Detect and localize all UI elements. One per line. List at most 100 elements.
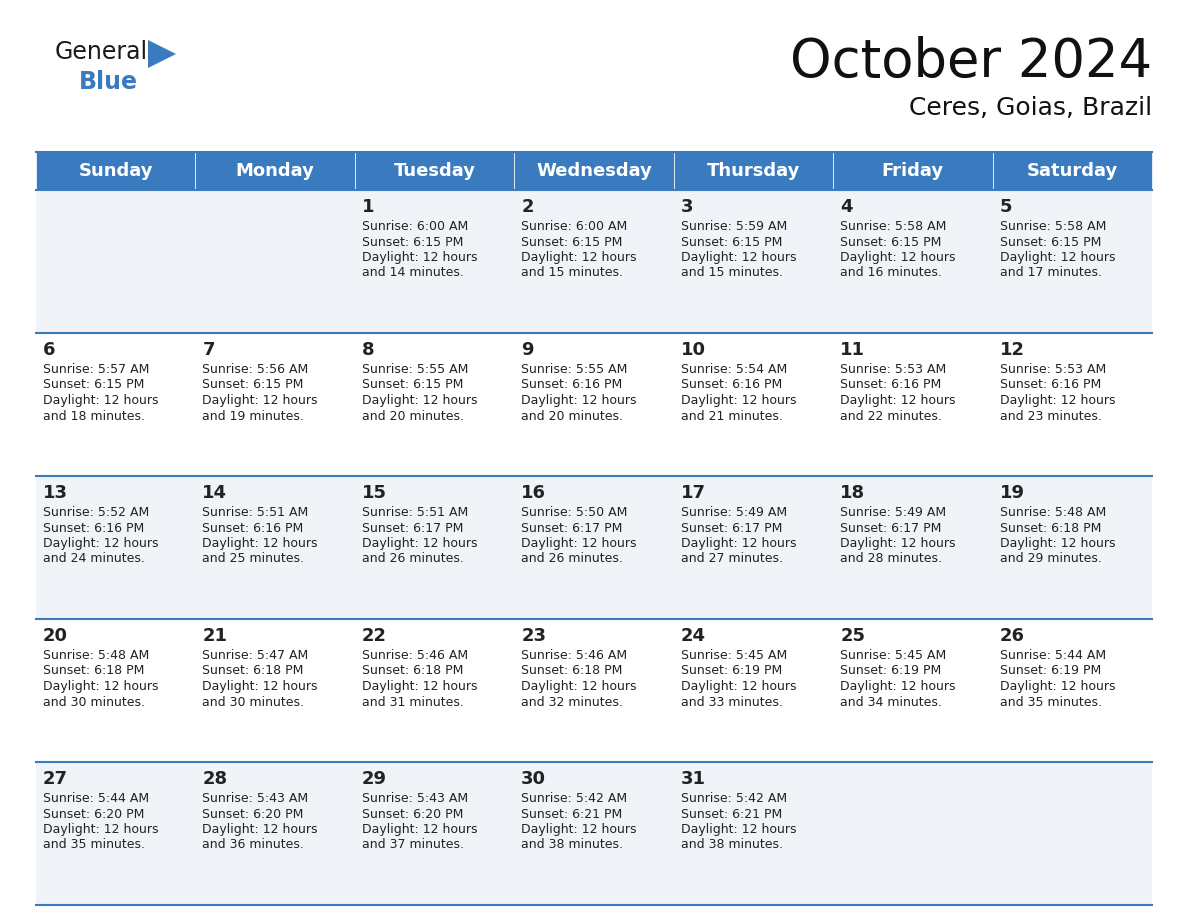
Text: Sunset: 6:18 PM: Sunset: 6:18 PM bbox=[522, 665, 623, 677]
Text: Sunrise: 5:50 AM: Sunrise: 5:50 AM bbox=[522, 506, 627, 519]
Text: Sunset: 6:15 PM: Sunset: 6:15 PM bbox=[681, 236, 782, 249]
Text: Sunset: 6:20 PM: Sunset: 6:20 PM bbox=[202, 808, 304, 821]
Text: Daylight: 12 hours: Daylight: 12 hours bbox=[43, 394, 158, 407]
Text: Wednesday: Wednesday bbox=[536, 162, 652, 180]
Text: 21: 21 bbox=[202, 627, 227, 645]
Text: Sunrise: 5:43 AM: Sunrise: 5:43 AM bbox=[202, 792, 309, 805]
Bar bbox=[36, 619, 1152, 762]
Text: Daylight: 12 hours: Daylight: 12 hours bbox=[999, 394, 1116, 407]
Text: and 15 minutes.: and 15 minutes. bbox=[522, 266, 624, 279]
Text: and 35 minutes.: and 35 minutes. bbox=[43, 838, 145, 852]
Text: Daylight: 12 hours: Daylight: 12 hours bbox=[681, 251, 796, 264]
Text: 15: 15 bbox=[362, 484, 387, 502]
Text: 23: 23 bbox=[522, 627, 546, 645]
Text: 17: 17 bbox=[681, 484, 706, 502]
Text: and 26 minutes.: and 26 minutes. bbox=[522, 553, 624, 565]
Text: 16: 16 bbox=[522, 484, 546, 502]
Bar bbox=[36, 333, 1152, 476]
Text: Sunrise: 5:56 AM: Sunrise: 5:56 AM bbox=[202, 363, 309, 376]
Text: Daylight: 12 hours: Daylight: 12 hours bbox=[522, 823, 637, 836]
Text: Sunset: 6:18 PM: Sunset: 6:18 PM bbox=[999, 521, 1101, 534]
Text: Daylight: 12 hours: Daylight: 12 hours bbox=[522, 394, 637, 407]
Text: Friday: Friday bbox=[881, 162, 944, 180]
Bar bbox=[36, 476, 1152, 619]
Text: Daylight: 12 hours: Daylight: 12 hours bbox=[681, 680, 796, 693]
Text: and 36 minutes.: and 36 minutes. bbox=[202, 838, 304, 852]
Text: 19: 19 bbox=[999, 484, 1024, 502]
Text: Sunrise: 5:53 AM: Sunrise: 5:53 AM bbox=[999, 363, 1106, 376]
Text: Sunset: 6:15 PM: Sunset: 6:15 PM bbox=[840, 236, 942, 249]
Text: 25: 25 bbox=[840, 627, 865, 645]
Text: 14: 14 bbox=[202, 484, 227, 502]
Text: Daylight: 12 hours: Daylight: 12 hours bbox=[43, 823, 158, 836]
Text: Sunrise: 5:57 AM: Sunrise: 5:57 AM bbox=[43, 363, 150, 376]
Text: Sunset: 6:17 PM: Sunset: 6:17 PM bbox=[681, 521, 782, 534]
Text: Sunset: 6:16 PM: Sunset: 6:16 PM bbox=[202, 521, 304, 534]
Text: 9: 9 bbox=[522, 341, 533, 359]
Text: 22: 22 bbox=[362, 627, 387, 645]
Text: and 37 minutes.: and 37 minutes. bbox=[362, 838, 463, 852]
Text: 5: 5 bbox=[999, 198, 1012, 216]
Text: Sunrise: 5:48 AM: Sunrise: 5:48 AM bbox=[999, 506, 1106, 519]
Text: Sunset: 6:18 PM: Sunset: 6:18 PM bbox=[43, 665, 145, 677]
Text: and 35 minutes.: and 35 minutes. bbox=[999, 696, 1101, 709]
Bar bbox=[36, 190, 1152, 333]
Text: 8: 8 bbox=[362, 341, 374, 359]
Text: Sunset: 6:21 PM: Sunset: 6:21 PM bbox=[522, 808, 623, 821]
Text: Sunrise: 5:44 AM: Sunrise: 5:44 AM bbox=[43, 792, 150, 805]
Text: Sunrise: 5:49 AM: Sunrise: 5:49 AM bbox=[840, 506, 947, 519]
Text: 24: 24 bbox=[681, 627, 706, 645]
Text: Daylight: 12 hours: Daylight: 12 hours bbox=[840, 394, 955, 407]
Text: Daylight: 12 hours: Daylight: 12 hours bbox=[362, 394, 478, 407]
Text: Sunrise: 5:51 AM: Sunrise: 5:51 AM bbox=[202, 506, 309, 519]
Text: Ceres, Goias, Brazil: Ceres, Goias, Brazil bbox=[909, 96, 1152, 120]
Text: Sunset: 6:16 PM: Sunset: 6:16 PM bbox=[43, 521, 144, 534]
Text: and 22 minutes.: and 22 minutes. bbox=[840, 409, 942, 422]
Text: 31: 31 bbox=[681, 770, 706, 788]
Text: General: General bbox=[55, 40, 148, 64]
Text: Sunset: 6:18 PM: Sunset: 6:18 PM bbox=[202, 665, 304, 677]
Bar bbox=[992, 152, 1152, 190]
Text: Sunset: 6:19 PM: Sunset: 6:19 PM bbox=[840, 665, 941, 677]
Text: 26: 26 bbox=[999, 627, 1024, 645]
Text: Daylight: 12 hours: Daylight: 12 hours bbox=[362, 251, 478, 264]
Text: Sunset: 6:16 PM: Sunset: 6:16 PM bbox=[999, 378, 1101, 391]
Text: 30: 30 bbox=[522, 770, 546, 788]
Text: and 16 minutes.: and 16 minutes. bbox=[840, 266, 942, 279]
Text: 13: 13 bbox=[43, 484, 68, 502]
Bar bbox=[196, 152, 355, 190]
Text: Sunrise: 5:58 AM: Sunrise: 5:58 AM bbox=[999, 220, 1106, 233]
Text: Sunrise: 5:45 AM: Sunrise: 5:45 AM bbox=[840, 649, 947, 662]
Text: 6: 6 bbox=[43, 341, 56, 359]
Text: Sunset: 6:15 PM: Sunset: 6:15 PM bbox=[522, 236, 623, 249]
Text: and 34 minutes.: and 34 minutes. bbox=[840, 696, 942, 709]
Text: and 20 minutes.: and 20 minutes. bbox=[522, 409, 624, 422]
Text: Thursday: Thursday bbox=[707, 162, 800, 180]
Text: and 30 minutes.: and 30 minutes. bbox=[43, 696, 145, 709]
Text: Daylight: 12 hours: Daylight: 12 hours bbox=[840, 251, 955, 264]
Text: 1: 1 bbox=[362, 198, 374, 216]
Text: Sunrise: 5:44 AM: Sunrise: 5:44 AM bbox=[999, 649, 1106, 662]
Text: 2: 2 bbox=[522, 198, 533, 216]
Text: and 38 minutes.: and 38 minutes. bbox=[681, 838, 783, 852]
Text: Daylight: 12 hours: Daylight: 12 hours bbox=[202, 537, 318, 550]
Text: Sunrise: 5:51 AM: Sunrise: 5:51 AM bbox=[362, 506, 468, 519]
Text: Sunrise: 5:46 AM: Sunrise: 5:46 AM bbox=[522, 649, 627, 662]
Text: Daylight: 12 hours: Daylight: 12 hours bbox=[999, 251, 1116, 264]
Text: and 26 minutes.: and 26 minutes. bbox=[362, 553, 463, 565]
Text: 11: 11 bbox=[840, 341, 865, 359]
Text: Sunrise: 5:54 AM: Sunrise: 5:54 AM bbox=[681, 363, 786, 376]
Text: 27: 27 bbox=[43, 770, 68, 788]
Text: Sunrise: 5:42 AM: Sunrise: 5:42 AM bbox=[681, 792, 786, 805]
Text: Sunrise: 5:49 AM: Sunrise: 5:49 AM bbox=[681, 506, 786, 519]
Text: Sunday: Sunday bbox=[78, 162, 153, 180]
Text: Daylight: 12 hours: Daylight: 12 hours bbox=[522, 680, 637, 693]
Text: Sunset: 6:17 PM: Sunset: 6:17 PM bbox=[522, 521, 623, 534]
Text: Sunset: 6:15 PM: Sunset: 6:15 PM bbox=[43, 378, 145, 391]
Text: Daylight: 12 hours: Daylight: 12 hours bbox=[43, 680, 158, 693]
Text: and 15 minutes.: and 15 minutes. bbox=[681, 266, 783, 279]
Text: and 17 minutes.: and 17 minutes. bbox=[999, 266, 1101, 279]
Text: Daylight: 12 hours: Daylight: 12 hours bbox=[840, 680, 955, 693]
Text: 18: 18 bbox=[840, 484, 865, 502]
Text: and 27 minutes.: and 27 minutes. bbox=[681, 553, 783, 565]
